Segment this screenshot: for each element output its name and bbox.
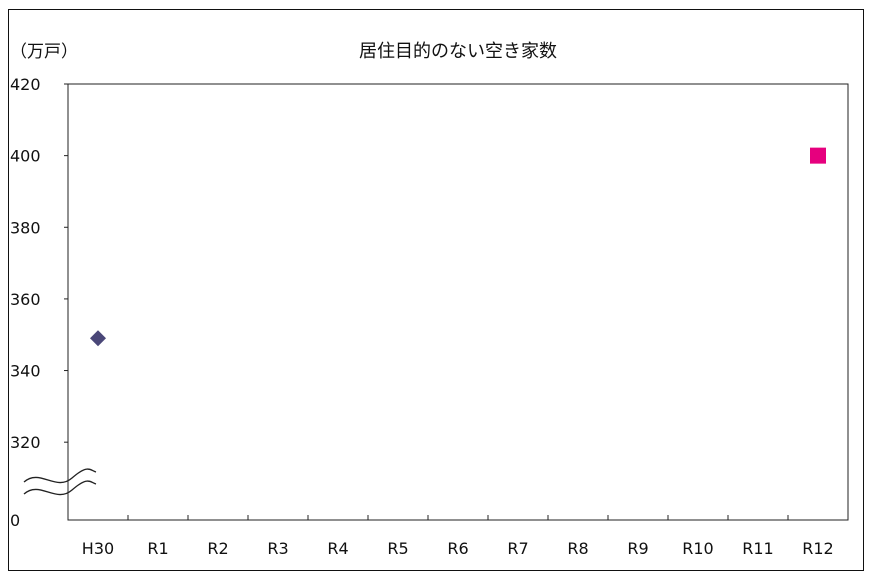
x-tick-label: R1 <box>147 539 168 558</box>
x-tick-label: R4 <box>327 539 348 558</box>
y-axis-ticks: 0 320 340 360 380 400 420 <box>10 75 68 530</box>
x-tick-label: R7 <box>507 539 528 558</box>
x-tick-label: R10 <box>682 539 713 558</box>
x-tick-label: H30 <box>82 539 114 558</box>
x-tick-label: R8 <box>567 539 588 558</box>
x-tick-label: R2 <box>207 539 228 558</box>
y-tick-label: 340 <box>10 362 41 381</box>
x-tick-label: R12 <box>802 539 833 558</box>
x-tick-label: R3 <box>267 539 288 558</box>
chart-frame <box>8 9 864 571</box>
y-tick-label: 420 <box>10 75 41 94</box>
axis-break-symbol <box>23 468 97 496</box>
y-axis-unit: （万戸） <box>10 42 78 62</box>
data-point-diamond <box>90 330 106 347</box>
x-tick-label: R5 <box>387 539 408 558</box>
data-point-square <box>810 147 826 164</box>
plot-area <box>67 83 849 521</box>
y-tick-label: 380 <box>10 218 41 237</box>
y-tick-label: 320 <box>10 433 41 452</box>
data-marks <box>90 147 826 347</box>
x-tick-label: R9 <box>627 539 648 558</box>
chart-title: 居住目的のない空き家数 <box>359 41 557 62</box>
plot-area-border <box>67 83 849 521</box>
x-tick-label: R6 <box>447 539 468 558</box>
y-tick-label: 0 <box>10 511 20 530</box>
y-tick-label: 360 <box>10 290 41 309</box>
x-tick-label: R11 <box>742 539 773 558</box>
y-tick-label: 400 <box>10 147 41 166</box>
x-axis-ticks: H30 R1 R2 R3 R4 R5 R6 R7 R8 R9 R10 R11 R12 <box>82 515 834 558</box>
